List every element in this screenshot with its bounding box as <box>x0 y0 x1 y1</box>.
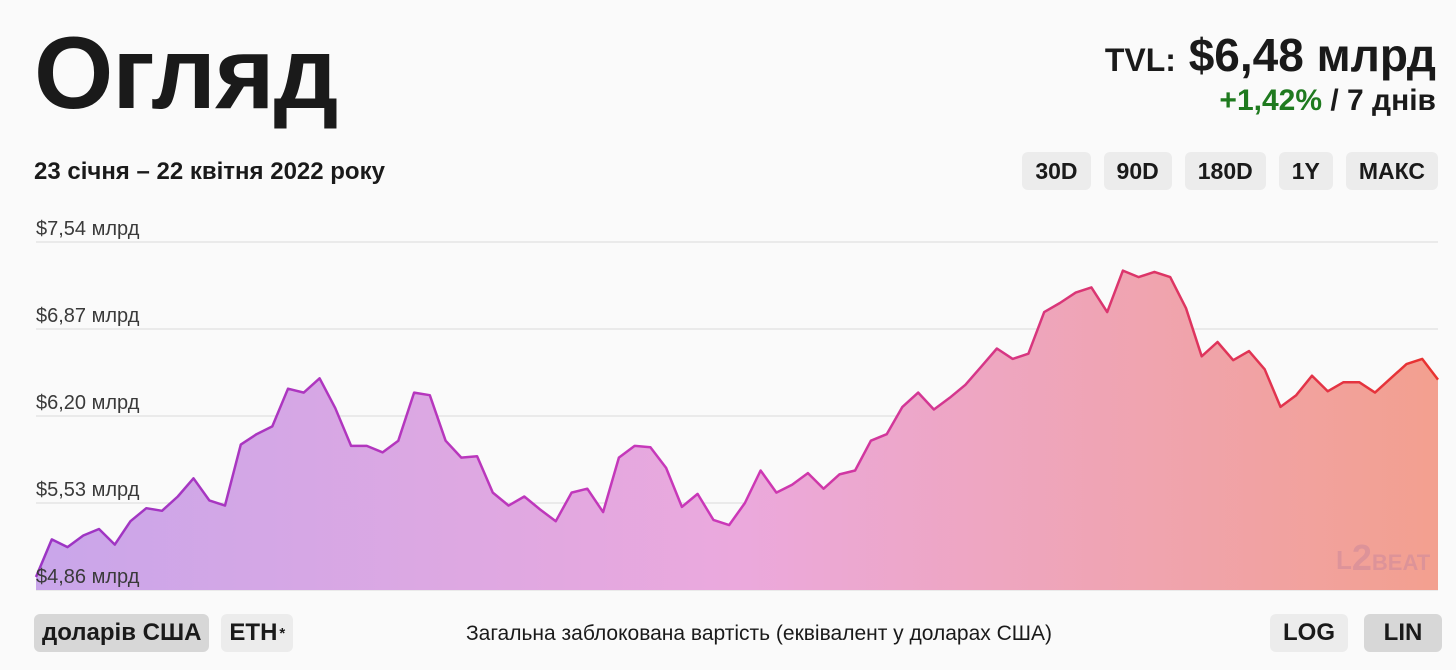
tvl-area-fill <box>36 270 1438 590</box>
scale-toggle: LOG LIN <box>1270 614 1442 652</box>
tvl-summary: TVL: $6,48 млрд +1,42% / 7 днів <box>1105 32 1436 118</box>
currency-eth-button[interactable]: ETH * <box>221 614 294 652</box>
y-tick-label: $5,53 млрд <box>36 479 140 501</box>
y-tick-label: $7,54 млрд <box>36 218 140 240</box>
tvl-label: TVL: <box>1104 42 1176 78</box>
currency-toggle: доларів США ETH * <box>34 614 294 652</box>
logo-l: L <box>1336 545 1352 575</box>
range-button-30d[interactable]: 30D <box>1022 152 1091 190</box>
currency-usd-label: доларів США <box>42 619 202 646</box>
currency-usd-button[interactable]: доларів США <box>34 614 210 652</box>
range-button-90d[interactable]: 90D <box>1103 152 1172 190</box>
tvl-series-line <box>34 269 1439 578</box>
y-tick-label: $4,86 млрд <box>36 566 140 588</box>
currency-eth-label: ETH <box>229 619 278 646</box>
tvl-line: TVL: $6,48 млрд <box>1105 32 1436 78</box>
tvl-chart-svg: $7,54 млрд $6,87 млрд $6,20 млрд $5,53 млрд… <box>34 218 1439 591</box>
page-title: Огляд <box>34 16 338 130</box>
tvl-value: $6,48 млрд <box>1188 29 1436 81</box>
currency-eth-mark: * <box>279 624 286 642</box>
change-line: +1,42% / 7 днів <box>1105 84 1436 118</box>
scale-lin-button[interactable]: LIN <box>1364 614 1442 652</box>
chart-caption: Загальна заблокована вартість (еквівален… <box>466 622 1053 645</box>
l2beat-logo: L 2 BEAT <box>1336 540 1430 576</box>
logo-beat: BEAT <box>1371 550 1431 575</box>
range-button-1y[interactable]: 1Y <box>1278 152 1333 190</box>
y-tick-label: $6,87 млрд <box>36 305 140 327</box>
change-value: +1,42% <box>1219 84 1323 117</box>
range-selector: 30D 90D 180D 1Y МАКС <box>1022 152 1438 190</box>
logo-two: 2 <box>1351 537 1372 578</box>
change-period: / 7 днів <box>1330 84 1436 117</box>
date-range: 23 січня – 22 квітня 2022 року <box>34 158 385 185</box>
y-tick-label: $6,20 млрд <box>36 392 140 414</box>
range-button-max[interactable]: МАКС <box>1345 152 1438 190</box>
scale-log-button[interactable]: LOG <box>1270 614 1348 652</box>
range-button-180d[interactable]: 180D <box>1184 152 1266 190</box>
tvl-chart: $7,54 млрд $6,87 млрд $6,20 млрд $5,53 млрд… <box>0 200 1456 600</box>
